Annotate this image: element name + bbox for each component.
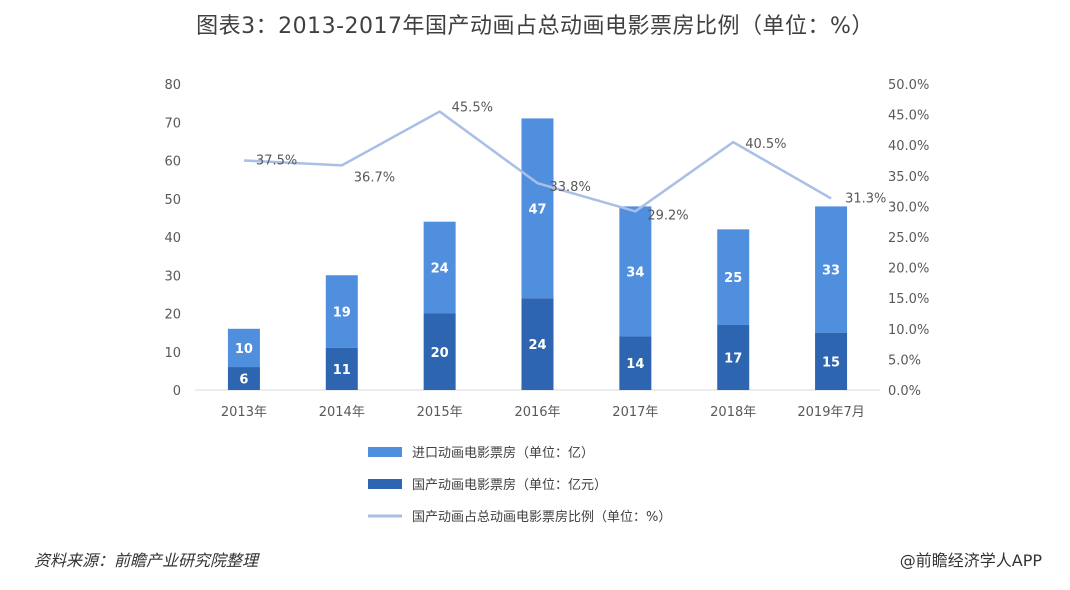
bar-domestic — [227, 367, 260, 390]
bar-imported — [815, 206, 848, 333]
left-axis-tick: 60 — [164, 155, 181, 170]
bar-domestic — [521, 298, 554, 390]
bar-label-imported: 24 — [431, 262, 449, 277]
bar-label-imported: 10 — [235, 342, 253, 357]
right-axis-tick: 30.0% — [888, 200, 929, 215]
bar-imported — [521, 118, 554, 299]
line-data-label: 37.5% — [256, 154, 297, 169]
bar-label-domestic: 17 — [724, 351, 742, 366]
bar-label-imported: 34 — [626, 265, 644, 280]
x-axis-tick: 2016年 — [514, 405, 560, 420]
chart-title: 图表3：2013-2017年国产动画占总动画电影票房比例（单位：%） — [196, 14, 874, 39]
line-data-label: 29.2% — [647, 208, 688, 223]
left-axis-tick: 70 — [164, 116, 181, 131]
left-axis-tick: 40 — [164, 231, 181, 246]
bar-imported — [325, 275, 358, 348]
left-axis-tick: 80 — [164, 78, 181, 93]
bar-domestic — [619, 336, 652, 390]
bar-imported — [717, 229, 750, 325]
x-axis-tick: 2014年 — [319, 405, 365, 420]
right-axis-tick: 25.0% — [888, 231, 929, 246]
bar-label-domestic: 24 — [528, 338, 546, 353]
x-axis-tick: 2013年 — [221, 405, 267, 420]
left-axis-tick: 50 — [164, 193, 181, 208]
ratio-line — [243, 110, 832, 213]
left-axis-tick: 0 — [173, 384, 181, 399]
bar-label-imported: 19 — [333, 306, 351, 321]
line-data-label: 40.5% — [745, 137, 786, 152]
x-axis-tick: 2015年 — [417, 405, 463, 420]
bar-imported — [423, 221, 456, 314]
legend-label: 国产动画电影票房（单位：亿元） — [412, 477, 607, 493]
right-axis-tick: 50.0% — [888, 78, 929, 93]
legend-swatch-bar — [368, 447, 402, 457]
bar-domestic — [423, 313, 456, 390]
line-data-label: 36.7% — [354, 170, 395, 185]
right-axis-tick: 40.0% — [888, 139, 929, 154]
bar-label-domestic: 11 — [333, 363, 351, 378]
right-axis-tick: 0.0% — [888, 384, 921, 399]
right-axis-tick: 10.0% — [888, 323, 929, 338]
right-axis-tick: 35.0% — [888, 170, 929, 185]
legend-label: 进口动画电影票房（单位：亿） — [412, 445, 594, 461]
footer-brand: @前瞻经济学人APP — [899, 551, 1042, 570]
bar-domestic — [325, 347, 358, 390]
bar-label-imported: 25 — [724, 271, 742, 286]
right-axis-tick: 5.0% — [888, 353, 921, 368]
bar-label-domestic: 15 — [822, 355, 840, 370]
bar-label-domestic: 20 — [431, 346, 449, 361]
left-axis-tick: 20 — [164, 308, 181, 323]
bar-label-domestic: 14 — [626, 357, 644, 372]
x-axis-tick: 2017年 — [612, 405, 658, 420]
left-axis-tick: 10 — [164, 346, 181, 361]
legend-label: 国产动画占总动画电影票房比例（单位：%） — [412, 509, 671, 525]
bar-imported — [619, 206, 652, 337]
right-axis-tick: 45.0% — [888, 109, 929, 124]
line-data-label: 45.5% — [452, 101, 493, 116]
x-axis-tick: 2018年 — [710, 405, 756, 420]
bar-domestic — [815, 332, 848, 390]
bar-label-imported: 47 — [528, 202, 546, 217]
right-axis-tick: 20.0% — [888, 262, 929, 277]
line-data-label: 33.8% — [550, 180, 591, 195]
right-axis-tick: 15.0% — [888, 292, 929, 307]
bar-label-domestic: 6 — [239, 373, 248, 388]
bar-imported — [227, 328, 260, 368]
legend-swatch-bar — [368, 479, 402, 489]
x-axis-tick: 2019年7月 — [797, 405, 864, 420]
bar-label-imported: 33 — [822, 264, 840, 279]
footer-source: 资料来源：前瞻产业研究院整理 — [34, 551, 259, 570]
bar-domestic — [717, 324, 750, 390]
line-data-label: 31.3% — [845, 191, 886, 206]
left-axis-tick: 30 — [164, 269, 181, 284]
